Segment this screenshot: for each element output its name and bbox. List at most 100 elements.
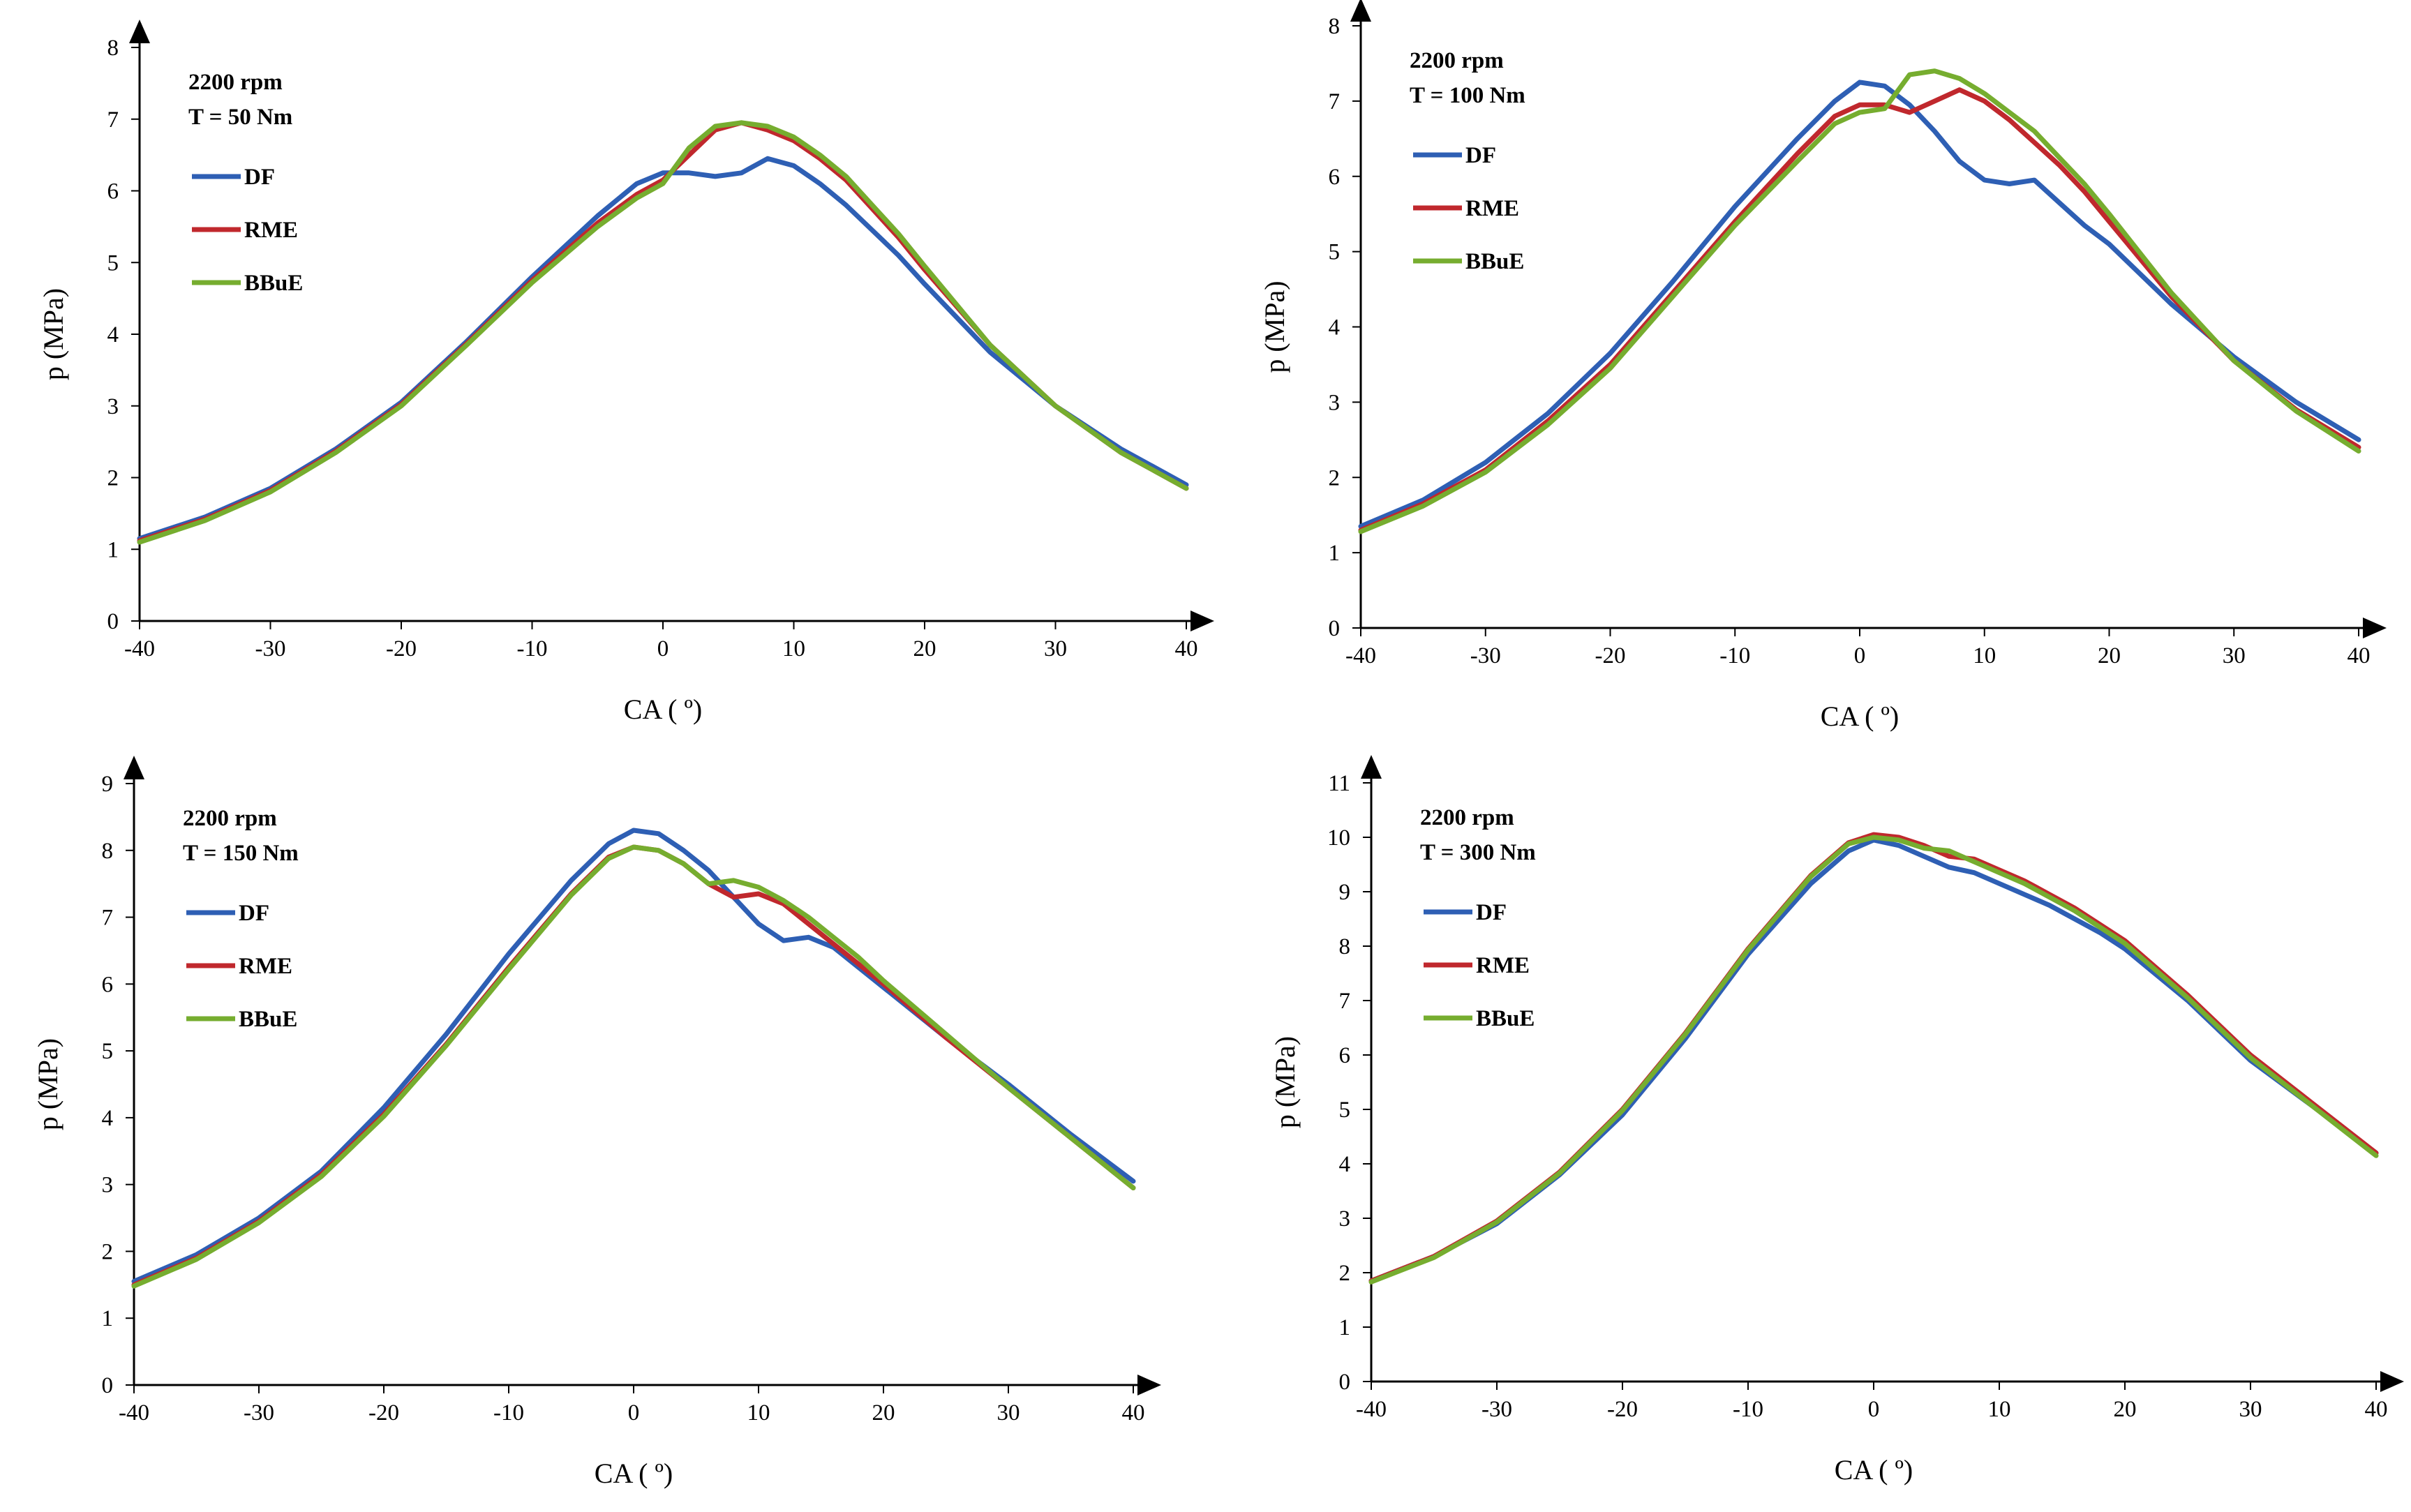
condition-annotation: T = 50 Nm: [188, 105, 292, 130]
x-tick-label: -10: [493, 1400, 524, 1425]
y-tick-label: 0: [1329, 616, 1341, 641]
y-tick-label: 1: [102, 1306, 114, 1331]
chart-panel-3: -40 -30 -20 -10 0 10 20 30 40 0 1 2 3 4 5 6 7 8 9 CA ( º) p …: [32, 756, 1161, 1489]
y-tick-label: 0: [1339, 1370, 1351, 1395]
condition-annotation: T = 150 Nm: [183, 841, 299, 866]
x-tick-label: -20: [1595, 643, 1626, 668]
condition-annotation: T = 100 Nm: [1410, 83, 1525, 108]
x-tick-label: 10: [1988, 1397, 2011, 1422]
x-tick-label: 0: [628, 1400, 640, 1425]
x-tick-label: 10: [782, 636, 805, 661]
y-tick-label: 6: [1339, 1043, 1351, 1068]
x-tick-label: -30: [1481, 1397, 1512, 1422]
series-line-bbue: [131, 844, 1136, 1289]
chart-panel-4: -40 -30 -20 -10 0 10 20 30 40 0 1 2 3 4 5 6 7 8 9 10 11 CA ( …: [1269, 755, 2404, 1485]
y-tick-label: 6: [1329, 165, 1341, 190]
x-tick-label: 10: [747, 1400, 770, 1425]
x-tick-label: 10: [1973, 643, 1996, 668]
y-tick-label: 0: [102, 1373, 114, 1398]
y-tick-label: 4: [1339, 1152, 1351, 1177]
y-tick-label: 9: [1339, 880, 1351, 905]
x-axis-arrow-icon: [1137, 1375, 1161, 1395]
x-tick-label: 30: [2223, 643, 2246, 668]
series-line-bbue: [137, 120, 1189, 545]
y-tick-label: 2: [1329, 465, 1341, 491]
y-tick-label: 0: [107, 609, 119, 634]
x-axis-arrow-icon: [2380, 1371, 2404, 1392]
x-tick-label: -40: [124, 636, 155, 661]
x-tick-label: 20: [2098, 643, 2121, 668]
x-tick-label: -20: [368, 1400, 399, 1425]
y-tick-label: 8: [107, 36, 119, 61]
y-tick-label: 5: [107, 250, 119, 276]
series-line-df: [137, 156, 1189, 541]
x-tick-label: 30: [997, 1400, 1020, 1425]
y-tick-label: 8: [102, 839, 114, 864]
x-tick-label: 30: [1044, 636, 1067, 661]
legend-label-bbue: BBuE: [1476, 1006, 1535, 1031]
legend-label-rme: RME: [239, 954, 292, 979]
y-tick-label: 7: [1339, 989, 1351, 1014]
y-tick-label: 3: [1339, 1206, 1351, 1232]
x-tick-label: 20: [2114, 1397, 2137, 1422]
y-tick-label: 6: [107, 179, 119, 204]
y-axis-title: p (MPa): [1259, 280, 1290, 373]
legend-label-bbue: BBuE: [239, 1007, 297, 1032]
x-axis-title: CA ( º): [1835, 1454, 1913, 1485]
series-line-bbue: [1358, 68, 2361, 534]
y-tick-label: 7: [107, 107, 119, 133]
x-tick-label: 40: [1122, 1400, 1145, 1425]
x-tick-label: 0: [1868, 1397, 1880, 1422]
x-tick-label: 30: [2239, 1397, 2262, 1422]
x-tick-label: 0: [1854, 643, 1866, 668]
y-tick-label: 1: [107, 537, 119, 562]
y-tick-label: 6: [102, 972, 114, 997]
condition-annotation: 2200 rpm: [183, 806, 277, 831]
chart-panel-2: -40 -30 -20 -10 0 10 20 30 40 0 1 2 3 4 5 6 7 8 CA ( º) p (…: [1259, 0, 2387, 732]
x-tick-label: 40: [2347, 643, 2371, 668]
legend-label-df: DF: [1465, 143, 1496, 168]
y-axis-arrow-icon: [129, 20, 150, 43]
x-tick-label: 0: [657, 636, 669, 661]
x-tick-label: -30: [244, 1400, 274, 1425]
x-tick-label: -20: [1607, 1397, 1638, 1422]
legend-label-df: DF: [1476, 900, 1507, 925]
y-tick-label: 1: [1329, 541, 1341, 566]
x-axis-arrow-icon: [2363, 617, 2387, 638]
y-tick-label: 3: [102, 1173, 114, 1198]
y-tick-label: 10: [1327, 825, 1350, 851]
legend-label-df: DF: [239, 901, 269, 926]
y-tick-label: 2: [102, 1239, 114, 1264]
x-axis-title: CA ( º): [1821, 701, 1899, 732]
y-axis-arrow-icon: [1350, 0, 1371, 22]
y-tick-label: 4: [1329, 315, 1341, 340]
y-axis-arrow-icon: [124, 756, 144, 779]
y-tick-label: 8: [1329, 14, 1341, 39]
series-line-df: [1358, 80, 2361, 529]
x-tick-label: -10: [517, 636, 548, 661]
series-line-bbue: [1368, 834, 2379, 1285]
condition-annotation: 2200 rpm: [188, 70, 283, 95]
x-tick-label: 20: [913, 636, 936, 661]
y-tick-label: 11: [1328, 771, 1350, 796]
legend-label-rme: RME: [244, 218, 298, 243]
y-tick-label: 4: [102, 1106, 114, 1131]
legend-label-df: DF: [244, 165, 275, 190]
x-tick-label: 40: [2365, 1397, 2388, 1422]
y-tick-label: 9: [102, 772, 114, 797]
y-axis-title: p (MPa): [32, 1038, 64, 1130]
y-tick-label: 4: [107, 322, 119, 347]
x-tick-label: -30: [255, 636, 286, 661]
x-tick-label: 20: [872, 1400, 895, 1425]
legend-label-rme: RME: [1476, 953, 1530, 978]
y-axis-title: p (MPa): [1269, 1036, 1301, 1128]
y-tick-label: 3: [1329, 390, 1341, 415]
x-tick-label: -40: [1356, 1397, 1387, 1422]
x-tick-label: -40: [1345, 643, 1376, 668]
series-line-rme: [1358, 87, 2361, 533]
legend-label-bbue: BBuE: [244, 271, 303, 296]
x-axis-title: CA ( º): [624, 694, 702, 725]
x-tick-label: -10: [1733, 1397, 1763, 1422]
y-axis-title: p (MPa): [38, 288, 69, 380]
y-tick-label: 5: [1339, 1098, 1351, 1123]
